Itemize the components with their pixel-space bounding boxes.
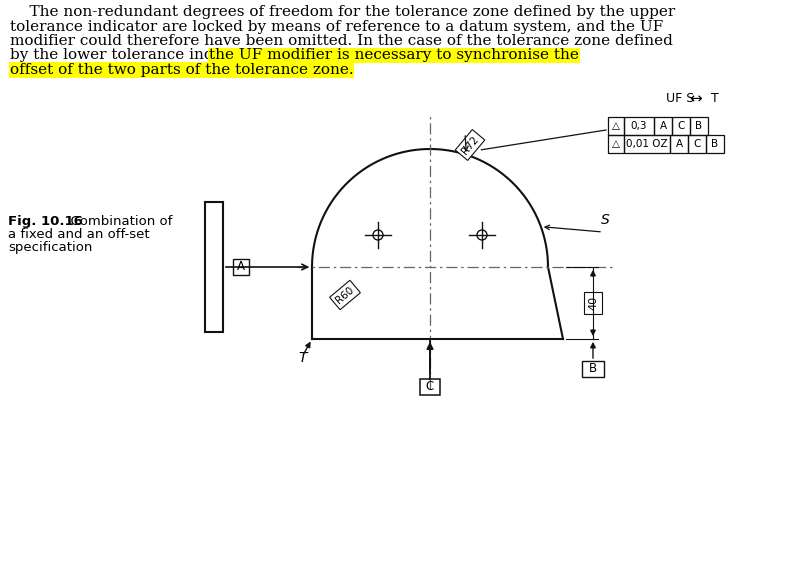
Text: A: A [659, 121, 666, 131]
Text: the UF modifier is necessary to synchronise the: the UF modifier is necessary to synchron… [209, 48, 578, 62]
Text: offset of the two parts of the tolerance zone.: offset of the two parts of the tolerance… [10, 63, 354, 77]
Text: specification: specification [8, 241, 92, 254]
Text: Combination of: Combination of [62, 215, 172, 228]
Text: B: B [589, 362, 597, 376]
Text: by the lower tolerance indicator,: by the lower tolerance indicator, [10, 48, 266, 62]
Text: △: △ [612, 121, 620, 131]
Text: UF S: UF S [666, 92, 694, 106]
Text: C: C [426, 380, 434, 394]
Text: A: A [675, 139, 682, 149]
Text: modifier could therefore have been omitted. In the case of the tolerance zone de: modifier could therefore have been omitt… [10, 34, 673, 48]
Text: B: B [695, 121, 702, 131]
Text: C: C [678, 121, 685, 131]
Bar [624, 117, 654, 135]
Bar [688, 135, 706, 153]
Text: The non-redundant degrees of freedom for the tolerance zone defined by the upper: The non-redundant degrees of freedom for… [10, 5, 675, 19]
Bar [670, 135, 688, 153]
Bar [706, 135, 724, 153]
Text: T: T [298, 351, 307, 365]
Bar [582, 361, 604, 377]
Text: 40: 40 [588, 296, 598, 310]
Bar [608, 117, 624, 135]
Bar [233, 259, 249, 275]
Bar [420, 379, 440, 395]
Text: ↔: ↔ [690, 92, 702, 107]
Bar [584, 292, 602, 314]
Text: R60: R60 [334, 284, 356, 305]
Bar [654, 117, 672, 135]
Bar [205, 202, 223, 332]
Text: tolerance indicator are locked by means of reference to a datum system, and the : tolerance indicator are locked by means … [10, 20, 663, 33]
Text: B: B [711, 139, 718, 149]
Text: 0,01 OZ: 0,01 OZ [626, 139, 668, 149]
Bar [624, 135, 670, 153]
Bar [608, 135, 624, 153]
Text: Fig. 10.16: Fig. 10.16 [8, 215, 83, 228]
Text: C: C [694, 139, 701, 149]
Text: 0,3: 0,3 [630, 121, 647, 131]
Text: A: A [237, 260, 245, 273]
Bar [690, 117, 708, 135]
Text: a fixed and an off-set: a fixed and an off-set [8, 228, 150, 241]
Text: T: T [711, 92, 718, 106]
Text: S: S [601, 213, 610, 227]
Bar [672, 117, 690, 135]
Text: △: △ [612, 139, 620, 149]
Text: R72: R72 [460, 134, 480, 156]
